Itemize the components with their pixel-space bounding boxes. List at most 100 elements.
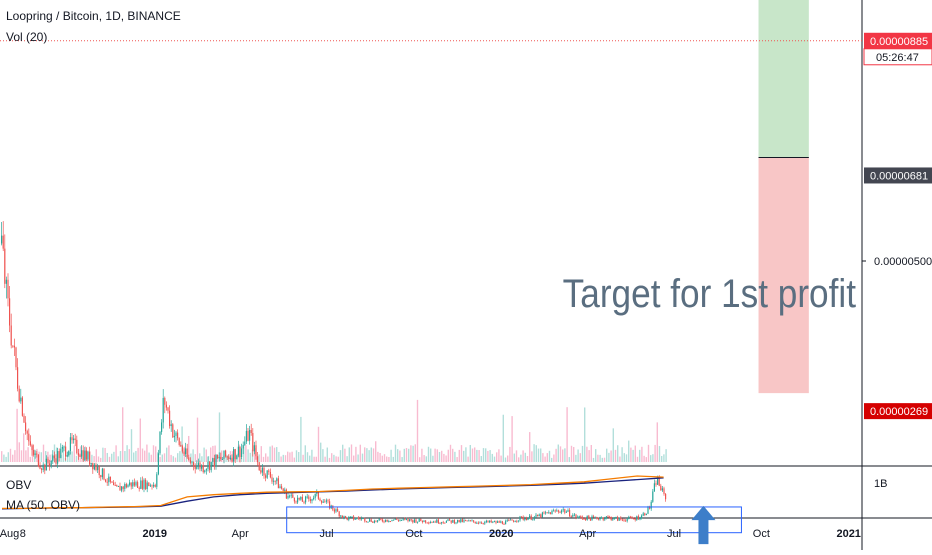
candle-body: [567, 510, 569, 512]
volume-bar: [557, 444, 559, 462]
candle-body: [466, 520, 468, 522]
volume-bar: [166, 447, 168, 462]
candle-body: [404, 518, 406, 520]
volume-bar: [361, 453, 364, 462]
candle-body: [495, 521, 497, 523]
candle-body: [428, 522, 430, 524]
volume-bar: [524, 452, 526, 462]
countdown-badge: 05:26:47: [876, 52, 919, 64]
obv-label[interactable]: OBV: [6, 478, 32, 492]
candle-body: [607, 516, 609, 518]
candle-body: [524, 518, 526, 520]
candle-body: [333, 509, 335, 512]
candle-body: [612, 519, 614, 521]
candle-body: [628, 516, 630, 519]
volume-bar: [49, 454, 51, 462]
consolidation-box[interactable]: [286, 506, 742, 534]
volume-bar: [357, 454, 359, 462]
candle-body: [626, 518, 628, 522]
volume-bar: [471, 448, 474, 462]
volume-bar: [394, 444, 397, 462]
candle-body: [279, 486, 281, 489]
candle-body: [394, 518, 396, 520]
candle-body: [172, 424, 174, 438]
candle-body: [101, 468, 103, 478]
time-tick-label: Oct: [753, 528, 770, 540]
candle-body: [73, 438, 75, 441]
volume-bar: [375, 441, 377, 462]
candle-body: [357, 517, 359, 519]
time-tick-label: Jul: [320, 528, 334, 540]
volume-bar: [454, 451, 456, 462]
candle-body: [245, 430, 247, 442]
candle-body: [161, 422, 163, 432]
candle-body: [337, 509, 339, 512]
volume-bar: [18, 442, 20, 462]
candle-body: [415, 519, 417, 523]
candle-body: [529, 515, 531, 519]
candle-body: [261, 467, 263, 473]
volume-bar: [447, 449, 449, 462]
candle-body: [121, 486, 123, 491]
volume-bar: [412, 445, 414, 462]
candle-body: [373, 520, 375, 523]
candle-body: [449, 519, 451, 521]
volume-bar: [625, 454, 628, 462]
volume-bar: [106, 452, 108, 462]
candle-body: [241, 448, 243, 458]
candle-body: [84, 450, 86, 461]
volume-bar: [588, 450, 590, 462]
volume-bar: [513, 453, 515, 462]
candle-body: [156, 474, 158, 487]
volume-bar: [379, 452, 381, 462]
candle-body: [663, 488, 665, 494]
price-axis[interactable]: 0.000005000.000010000.000015000.00002000…: [862, 0, 932, 268]
obv-pane: 1B: [1, 475, 887, 510]
candle-body: [252, 433, 254, 452]
candle-body: [282, 488, 284, 491]
candle-body: [85, 450, 87, 460]
candle-body: [202, 465, 204, 473]
candle-body: [103, 468, 105, 480]
volume-bar: [608, 452, 610, 462]
candle-body: [271, 477, 273, 482]
candle-body: [95, 464, 97, 470]
candle-body: [258, 462, 260, 471]
candle-body: [565, 511, 567, 513]
candle-body: [537, 514, 539, 517]
arrow-shape: [691, 505, 716, 545]
symbol-title[interactable]: Loopring / Bitcoin, 1D, BINANCE: [6, 9, 181, 23]
volume-indicator-label[interactable]: Vol (20): [6, 30, 48, 44]
volume-bar: [113, 451, 115, 462]
candle-body: [21, 397, 23, 416]
volume-bar: [518, 457, 520, 462]
volume-bar: [408, 448, 410, 462]
current-price-badge-bg: [864, 32, 932, 49]
candle-body: [220, 456, 222, 460]
candle-body: [273, 480, 275, 482]
risk-reward-tool[interactable]: [758, 0, 809, 394]
candle-body: [370, 519, 372, 522]
volume-bar: [390, 449, 392, 462]
candle-body: [149, 485, 151, 487]
candle-body: [589, 518, 591, 521]
ma-obv-label[interactable]: MA (50, OBV): [6, 498, 81, 512]
candle-body: [388, 521, 390, 523]
volume-bar: [623, 453, 625, 462]
volume-bar: [69, 451, 71, 462]
volume-bar: [240, 457, 243, 462]
candle-body: [193, 462, 195, 467]
time-axis[interactable]: Aug 8 2019 Apr Jul Oct 2020 Apr Jul Oct 2021: [0, 528, 861, 540]
volume-bar: [425, 456, 427, 462]
candle-body: [284, 489, 286, 491]
candle-body: [637, 516, 639, 520]
volume-bar: [419, 457, 421, 462]
time-tick-label: Oct: [405, 528, 422, 540]
candle-body: [228, 456, 230, 459]
candle-body: [34, 453, 36, 455]
candle-body: [50, 460, 52, 467]
candle-body: [508, 520, 510, 522]
volume-bar: [577, 449, 579, 462]
